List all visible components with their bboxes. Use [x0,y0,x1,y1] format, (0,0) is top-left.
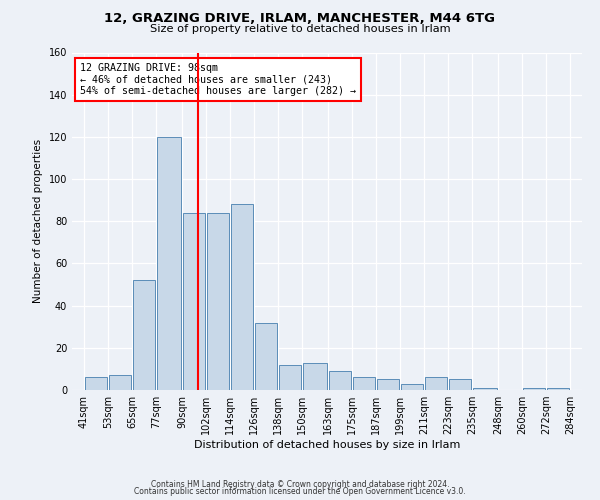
Bar [449,380,472,390]
Bar [206,213,229,390]
Text: 12, GRAZING DRIVE, IRLAM, MANCHESTER, M44 6TG: 12, GRAZING DRIVE, IRLAM, MANCHESTER, M4… [104,12,496,26]
Text: Contains public sector information licensed under the Open Government Licence v3: Contains public sector information licen… [134,488,466,496]
Bar [133,280,155,390]
Bar [329,371,352,390]
Bar [109,375,131,390]
Bar [302,362,328,390]
Bar [182,213,205,390]
Bar [425,378,448,390]
Bar [401,384,424,390]
Y-axis label: Number of detached properties: Number of detached properties [33,139,43,304]
Bar [254,322,277,390]
Bar [278,364,301,390]
Text: Size of property relative to detached houses in Irlam: Size of property relative to detached ho… [149,24,451,34]
Text: 12 GRAZING DRIVE: 98sqm
← 46% of detached houses are smaller (243)
54% of semi-d: 12 GRAZING DRIVE: 98sqm ← 46% of detache… [80,62,356,96]
Bar [473,388,497,390]
Bar [85,378,107,390]
X-axis label: Distribution of detached houses by size in Irlam: Distribution of detached houses by size … [194,440,460,450]
Bar [547,388,569,390]
Bar [353,378,376,390]
Text: Contains HM Land Registry data © Crown copyright and database right 2024.: Contains HM Land Registry data © Crown c… [151,480,449,489]
Bar [523,388,545,390]
Bar [377,380,400,390]
Bar [230,204,253,390]
Bar [157,137,181,390]
